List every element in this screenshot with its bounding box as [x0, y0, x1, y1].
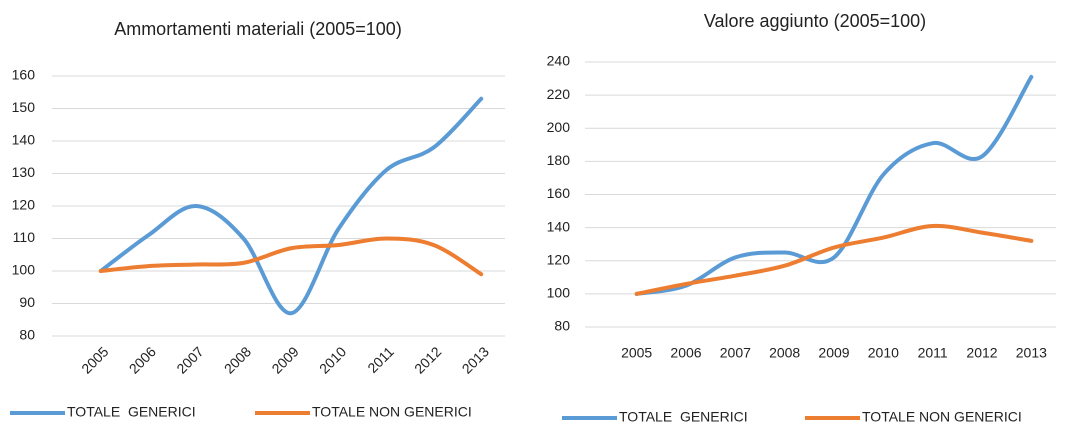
y-tick-label: 160 [547, 185, 571, 201]
y-tick-label: 140 [547, 218, 571, 234]
y-tick-label: 120 [547, 251, 571, 267]
legend-label: TOTALE NON GENERICI [312, 404, 472, 420]
x-tick-label: 2009 [818, 345, 849, 361]
y-tick-label: 120 [12, 197, 36, 213]
line [98, 236, 484, 277]
y-tick-label: 220 [547, 86, 571, 102]
y-tick-label: 240 [547, 53, 571, 69]
x-tick-label: 2010 [316, 343, 349, 376]
x-tick-label: 2013 [459, 343, 492, 376]
x-tick-label: 2005 [621, 345, 652, 361]
line [634, 223, 1034, 296]
legend-label: TOTALE GENERICI [67, 404, 196, 420]
x-tick-label: 2005 [78, 343, 111, 376]
y-tick-label: 80 [19, 327, 35, 343]
line [98, 96, 484, 316]
chart-title: Valore aggiunto (2005=100) [704, 11, 926, 31]
x-tick-label: 2012 [411, 343, 444, 376]
x-tick-label: 2011 [918, 345, 948, 361]
x-tick-label: 2008 [769, 345, 800, 361]
y-tick-label: 110 [13, 229, 36, 245]
legend-label: TOTALE GENERICI [619, 409, 748, 425]
legend-label: TOTALE NON GENERICI [862, 409, 1022, 425]
y-tick-label: 160 [12, 67, 36, 83]
y-tick-label: 100 [12, 262, 36, 278]
x-tick-label: 2006 [126, 343, 159, 376]
x-tick-label: 2007 [173, 343, 206, 376]
y-tick-label: 150 [12, 99, 36, 115]
x-tick-label: 2012 [966, 345, 997, 361]
y-tick-label: 90 [19, 294, 35, 310]
x-tick-label: 2007 [720, 345, 751, 361]
x-tick-label: 2009 [268, 343, 301, 376]
x-tick-label: 2013 [1016, 345, 1047, 361]
y-tick-label: 180 [547, 152, 571, 168]
y-tick-label: 130 [12, 164, 36, 180]
x-tick-label: 2006 [670, 345, 701, 361]
y-tick-label: 140 [12, 132, 36, 148]
x-tick-label: 2008 [221, 343, 254, 376]
chart-title: Ammortamenti materiali (2005=100) [114, 19, 402, 39]
y-tick-label: 100 [547, 285, 571, 301]
x-tick-label: 2010 [868, 345, 899, 361]
x-tick-label: 2011 [364, 343, 397, 376]
y-tick-label: 80 [554, 318, 570, 334]
line [634, 74, 1034, 296]
y-tick-label: 200 [547, 119, 571, 135]
